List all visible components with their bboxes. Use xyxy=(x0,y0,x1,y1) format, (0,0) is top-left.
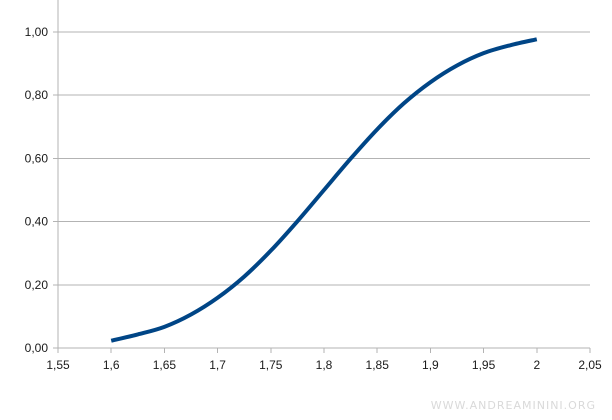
x-tick-label: 1,7 xyxy=(209,358,226,372)
x-tick-label: 1,8 xyxy=(316,358,333,372)
y-tick-label: 0,20 xyxy=(25,278,49,292)
x-tick-label: 1,65 xyxy=(153,358,177,372)
x-tick-label: 2,05 xyxy=(578,358,602,372)
x-tick-label: 1,9 xyxy=(422,358,439,372)
x-tick-label: 2 xyxy=(533,358,540,372)
grid-lines xyxy=(58,31,590,286)
x-tick-label: 1,55 xyxy=(46,358,70,372)
x-tick-label: 1,95 xyxy=(472,358,496,372)
x-tick-labels: 1,55 1,6 1,65 1,7 1,75 1,8 1,85 1,9 1,95 2 2,05 xyxy=(46,358,602,372)
y-tick-labels: 0,00 0,20 0,40 0,60 0,80 1,00 xyxy=(25,25,49,355)
x-tick-label: 1,85 xyxy=(366,358,390,372)
y-tick-label: 0,40 xyxy=(25,215,49,229)
x-tick-label: 1,6 xyxy=(103,358,120,372)
y-tick-label: 0,00 xyxy=(25,341,49,355)
watermark: WWW.ANDREAMININI.ORG xyxy=(431,399,596,412)
series-line xyxy=(110,37,538,343)
y-tick-label: 1,00 xyxy=(25,25,49,39)
y-tick-label: 0,80 xyxy=(25,88,49,102)
axes xyxy=(53,0,591,353)
x-tick-label: 1,75 xyxy=(259,358,283,372)
series-layer xyxy=(110,37,538,343)
y-tick-label: 0,60 xyxy=(25,151,49,165)
